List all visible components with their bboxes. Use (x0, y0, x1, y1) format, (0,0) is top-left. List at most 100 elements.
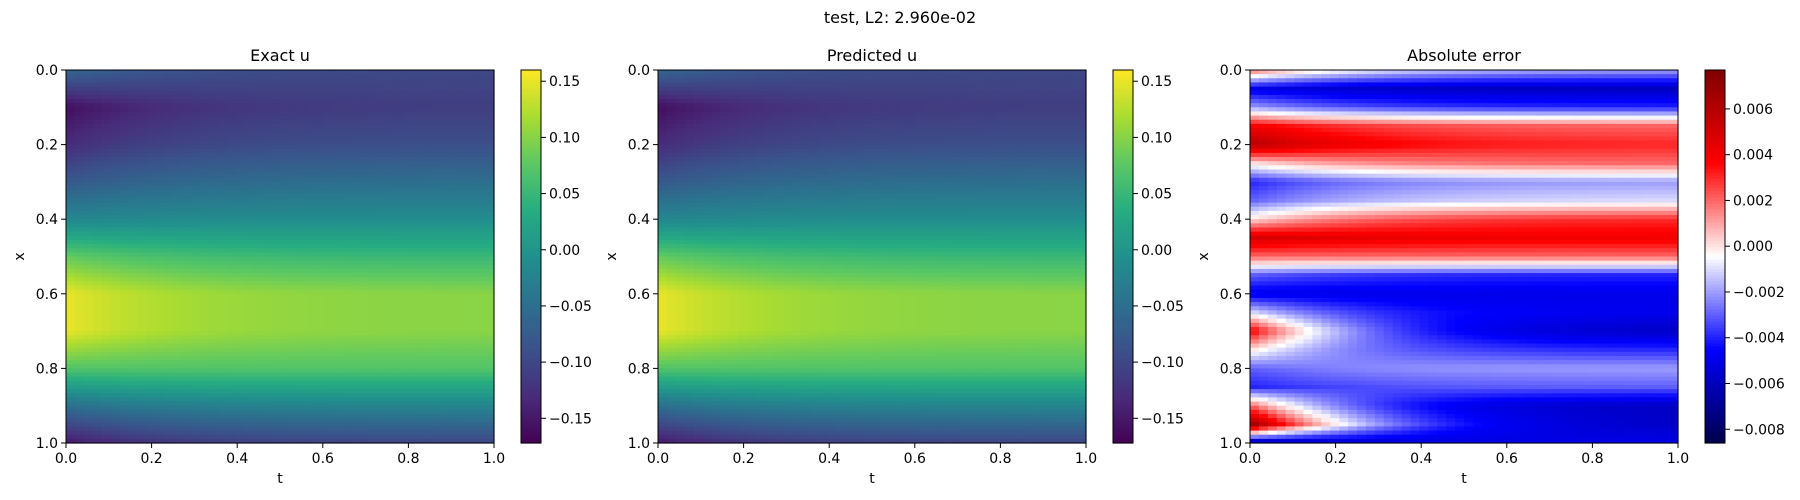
heatmap-cell (280, 115, 290, 121)
heatmap-cell (467, 239, 477, 245)
heatmap-cell (101, 115, 112, 121)
heatmap-cell (440, 438, 451, 444)
heatmap-cell (280, 223, 290, 229)
heatmap-cell (863, 94, 873, 100)
heatmap-cell (315, 281, 326, 287)
heatmap-cell (92, 223, 103, 229)
heatmap-cell (369, 281, 379, 287)
heatmap-cell (666, 107, 677, 113)
heatmap-cell (431, 409, 442, 415)
colorbar-segment (521, 116, 541, 121)
heatmap-cell (297, 372, 308, 378)
heatmap-cell (226, 78, 237, 84)
heatmap-cell (324, 438, 335, 444)
heatmap-cell (173, 289, 183, 295)
heatmap-cell (271, 409, 281, 415)
heatmap-cell (244, 165, 254, 171)
heatmap-cell (92, 384, 103, 390)
heatmap-cell (164, 335, 174, 340)
heatmap-cell (164, 94, 174, 100)
heatmap-cell (235, 426, 245, 432)
heatmap-cell (369, 434, 379, 440)
heatmap-cell (235, 289, 245, 295)
heatmap-cell (262, 198, 272, 204)
heatmap-cell (146, 252, 156, 258)
heatmap-cell (297, 405, 308, 411)
heatmap-cell (387, 268, 397, 274)
heatmap-cell (422, 384, 433, 390)
heatmap-cell (422, 107, 433, 113)
heatmap-cell (217, 355, 228, 361)
heatmap-cell (413, 297, 424, 303)
colorbar-segment (521, 377, 541, 382)
heatmap-cell (83, 177, 94, 183)
heatmap-cell (66, 235, 76, 241)
heatmap-cell (74, 152, 85, 158)
heatmap-cell (1068, 99, 1078, 104)
heatmap-cell (485, 70, 495, 75)
heatmap-cell (146, 82, 156, 88)
colorbar-segment (521, 318, 541, 323)
colorbar-segment (521, 287, 541, 292)
heatmap-cell (378, 148, 388, 154)
heatmap-cell (110, 194, 121, 200)
heatmap-cell (898, 78, 909, 84)
heatmap-cell (190, 140, 201, 146)
heatmap-cell (199, 111, 210, 117)
heatmap-cell (395, 227, 406, 233)
heatmap-cell (378, 426, 388, 432)
heatmap-cell (181, 239, 192, 245)
heatmap-cell (164, 198, 174, 204)
heatmap-cell (333, 235, 344, 241)
heatmap-cell (449, 227, 459, 233)
heatmap-cell (137, 351, 147, 357)
heatmap-cell (155, 331, 165, 336)
heatmap-cell (458, 426, 468, 432)
heatmap-cell (101, 144, 112, 150)
heatmap-cell (729, 78, 739, 84)
heatmap-cell (476, 376, 486, 382)
heatmap-cell (164, 252, 174, 258)
heatmap-cell (181, 107, 192, 113)
heatmap-cell (280, 177, 290, 183)
heatmap-cell (342, 302, 352, 307)
heatmap-cell (387, 289, 397, 295)
heatmap-cell (244, 393, 254, 399)
heatmap-cell (970, 90, 980, 96)
heatmap-cell (485, 169, 495, 175)
heatmap-cell (413, 210, 424, 216)
heatmap-cell (1032, 90, 1043, 96)
heatmap-cell (996, 74, 1007, 79)
heatmap-cell (1077, 70, 1087, 75)
colorbar-segment (521, 122, 541, 127)
heatmap-cell (271, 70, 281, 75)
heatmap-cell (297, 355, 308, 361)
heatmap-cell (190, 206, 201, 212)
heatmap-cell (128, 111, 138, 117)
heatmap-cell (288, 409, 299, 415)
heatmap-cell (271, 326, 281, 332)
heatmap-cell (181, 310, 192, 316)
heatmap-cell (333, 430, 344, 436)
heatmap-cell (360, 393, 370, 399)
heatmap-cell (369, 297, 379, 303)
heatmap-cell (271, 74, 281, 79)
heatmap-cell (818, 82, 829, 88)
heatmap-cell (119, 384, 130, 390)
heatmap-cell (702, 74, 713, 79)
heatmap-cell (943, 86, 953, 92)
heatmap-cell (342, 82, 352, 88)
heatmap-cell (253, 360, 263, 365)
heatmap-cell (467, 430, 477, 436)
heatmap-cell (280, 99, 290, 104)
heatmap-cell (387, 239, 397, 245)
heatmap-cell (961, 90, 971, 96)
heatmap-cell (190, 231, 201, 237)
heatmap-cell (422, 152, 433, 158)
heatmap-cell (280, 339, 290, 345)
heatmap-cell (315, 140, 326, 146)
heatmap-cell (208, 364, 219, 369)
heatmap-cell (66, 86, 76, 92)
heatmap-cell (164, 430, 174, 436)
heatmap-cell (137, 380, 147, 386)
